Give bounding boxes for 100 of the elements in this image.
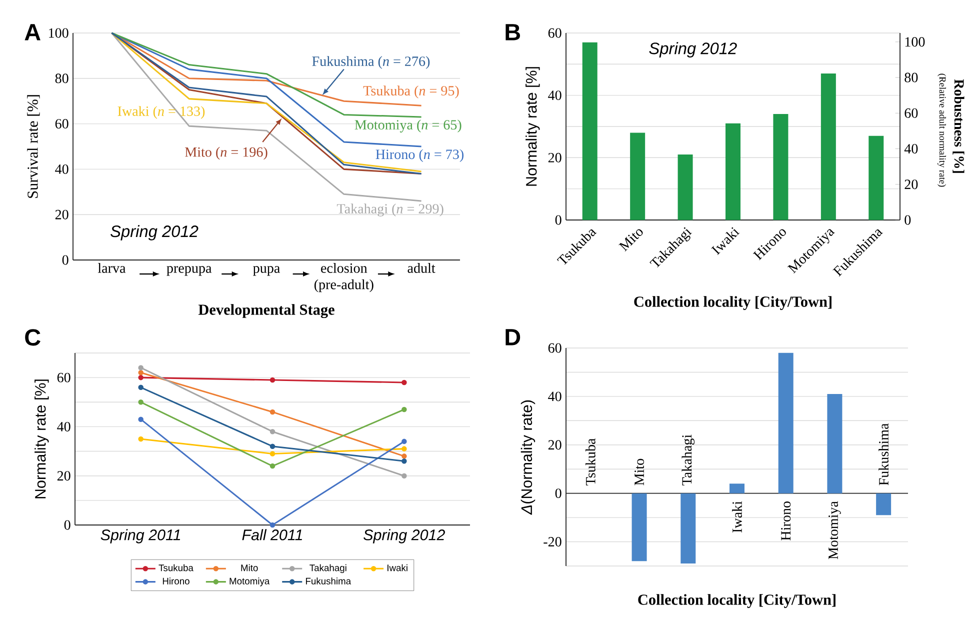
point [138, 416, 144, 422]
x-tick-label: Spring 2011 [100, 529, 180, 544]
y-tick-label: 40 [548, 90, 562, 100]
y-tick-label: 40 [57, 422, 70, 432]
point [402, 473, 407, 478]
x-tick-label: Fukushima [878, 423, 888, 486]
text: Fukushima (n = 276) [312, 56, 430, 69]
y-tick-label: 40 [55, 164, 68, 174]
chart-title: B [506, 24, 520, 40]
legend-label: Fukushima [306, 578, 352, 584]
point [270, 463, 276, 469]
legend-label: Mito [241, 564, 258, 572]
series-label: Takahagi (n = 299) [336, 204, 444, 216]
bar [778, 352, 794, 494]
bar [820, 74, 836, 220]
bar [582, 42, 598, 220]
bar [876, 493, 892, 516]
legend-label: Hirono [162, 578, 190, 584]
x-tick-label: pupa [253, 266, 280, 276]
legend-label: Tsukuba [158, 564, 194, 572]
series-label: Motomiya (n = 65) [354, 120, 462, 132]
y2-tick-label: 100 [905, 37, 925, 47]
x-axis-title: Collection locality [City/Town] [634, 296, 832, 310]
point [138, 436, 144, 442]
series-label: Iwaki (n = 133) [118, 106, 205, 119]
y-axis-title: Normality rate [%] [34, 380, 49, 498]
y-tick-label: 20 [548, 440, 562, 450]
x-tick-label: adult [408, 262, 436, 273]
point [270, 428, 276, 434]
point [402, 458, 407, 464]
point [138, 399, 144, 405]
bar [726, 123, 740, 220]
y-axis-title: Survival rate [%] [27, 95, 40, 198]
x-tick-label: Mito [618, 229, 643, 252]
x-tick-label: Motomiya [828, 501, 841, 560]
series-label: Tsukuba (n = 95) [363, 86, 459, 98]
bar [773, 114, 788, 220]
x-tick-label: Mito [634, 458, 644, 486]
point [270, 409, 276, 415]
point [270, 377, 276, 383]
y-tick-label: 0 [62, 255, 68, 265]
y-tick-label: 20 [57, 471, 70, 481]
chart-title: A [24, 24, 40, 40]
bar [729, 484, 744, 494]
bar [632, 493, 647, 562]
x-tick-label: prepupa [166, 266, 212, 276]
point [138, 370, 144, 376]
bar [678, 154, 693, 220]
point [402, 380, 407, 386]
bar [868, 136, 884, 220]
annotation: Spring 2012 [649, 42, 737, 58]
y2-tick-label: 40 [904, 144, 918, 154]
y-tick-label: 60 [57, 372, 70, 382]
y2-tick-label: 80 [904, 72, 918, 82]
bar [827, 394, 842, 494]
y-tick-label: 60 [548, 343, 562, 353]
x-tick-label: eclosion (pre-adult) [314, 262, 374, 292]
y-axis-title: Normality rate [%] [526, 67, 540, 186]
y-tick-label: 20 [548, 152, 562, 162]
chart-title: C [25, 329, 40, 346]
point [402, 438, 407, 444]
x-tick-label: larva [98, 262, 126, 273]
point [138, 374, 144, 380]
x-tick-label: Tsukuba [585, 438, 596, 486]
legend-label: Takahagi [310, 564, 346, 574]
legend-label: Iwaki [388, 564, 408, 572]
point [270, 522, 276, 528]
point [402, 406, 407, 412]
y-tick-label: 100 [49, 28, 68, 38]
x-tick-label: Hirono [781, 502, 791, 540]
point [270, 451, 276, 456]
text: (Relative adult normality rate) [937, 74, 946, 187]
y-tick-label: 0 [555, 215, 562, 225]
x-axis-title: Collection locality [City/Town] [638, 594, 836, 608]
legend-label: Mito (n = 196) [185, 146, 268, 160]
x-tick-label: Spring 2012 [364, 529, 445, 544]
y2-tick-label: 0 [904, 215, 911, 225]
y-axis-title: Δ(Normality rate) [520, 400, 536, 515]
y2-axis-title: Robustness [%] [952, 79, 964, 173]
point [270, 444, 276, 449]
y2-tick-label: 60 [904, 108, 918, 118]
y-tick-label: 60 [548, 28, 562, 38]
x-tick-label: Iwaki [732, 501, 742, 532]
y-tick-label: 80 [55, 74, 68, 84]
y2-tick-label: 20 [904, 180, 918, 190]
bar [680, 493, 696, 564]
y-tick-label: 40 [548, 392, 562, 402]
bar [630, 132, 646, 220]
x-tick-label: Takahagi [682, 434, 695, 486]
y-tick-label: 0 [555, 488, 562, 498]
y-tick-label: 0 [64, 520, 70, 530]
y-tick-label: -20 [544, 537, 562, 546]
point [138, 365, 144, 370]
y-tick-label: 60 [55, 119, 68, 129]
x-axis-title: Developmental Stage [198, 304, 334, 318]
legend-label: Motomiya [230, 578, 270, 586]
x-tick-label: Fall 2011 [242, 529, 302, 540]
chart-title: D [506, 329, 520, 346]
series-label: Hirono (n = 73) [376, 149, 464, 162]
point [138, 384, 144, 390]
